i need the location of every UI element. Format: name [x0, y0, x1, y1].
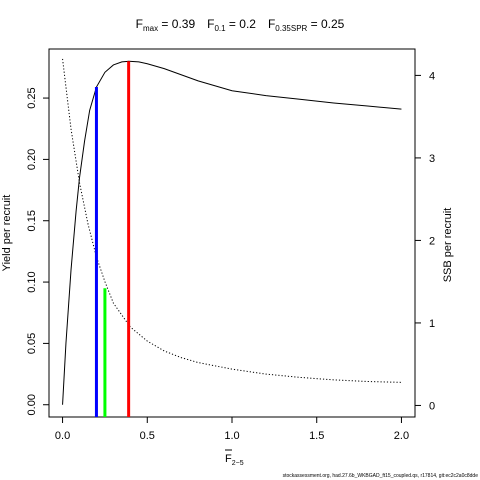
fspr-value: = 0.25 — [307, 17, 344, 31]
f01-value: = 0.2 — [226, 17, 257, 31]
y-right-tick-label-3: 3 — [429, 153, 435, 165]
y-left-tick-label-3: 0.15 — [26, 210, 38, 231]
y-right-tick-label-0: 0 — [429, 400, 435, 412]
f01-sub: 0.1 — [214, 24, 226, 33]
y-left-tick-label-4: 0.20 — [26, 149, 38, 170]
yield-per-recruit-line — [62, 60, 402, 405]
chart-marks: 0.0 0.5 1.0 1.5 2.0 0.00 0.05 0.10 0.15 0.20 0.25 0… — [26, 58, 435, 442]
fspr-sub: 0.35SPR — [275, 24, 307, 33]
y-axis-left-label: Yield per recruit — [1, 195, 13, 272]
x-axis-label-text: F2−5 — [225, 453, 244, 467]
ssb-per-recruit-line — [62, 58, 402, 383]
x-tick-label-3: 1.5 — [309, 430, 324, 442]
y-right-tick-label-2: 2 — [429, 235, 435, 247]
x-axis-label-main: F — [225, 453, 232, 465]
y-right-tick-label-4: 4 — [429, 70, 435, 82]
x-axis-label-sub: 2−5 — [232, 460, 244, 467]
fmax-label: F — [136, 17, 143, 31]
x-tick-label-1: 0.5 — [140, 430, 155, 442]
fspr-label: F — [268, 17, 275, 31]
fmax-value: = 0.39 — [158, 17, 195, 31]
y-right-tick-label-1: 1 — [429, 318, 435, 330]
x-tick-label-2: 1.0 — [224, 430, 239, 442]
footer-text: stockassessment.org, had.27.6b_WKBGAD_ft… — [283, 473, 479, 479]
fmax-sub: max — [143, 24, 158, 33]
y-left-tick-label-2: 0.10 — [26, 271, 38, 292]
x-tick-label-4: 2.0 — [394, 430, 409, 442]
y-left-tick-label-1: 0.05 — [26, 333, 38, 354]
x-tick-label-0: 0.0 — [55, 430, 70, 442]
f01-label: F — [207, 17, 214, 31]
y-axis-right-label: SSB per recruit — [442, 208, 454, 283]
y-left-tick-label-0: 0.00 — [26, 394, 38, 415]
x-axis-label: F2−5 — [225, 449, 244, 467]
y-left-tick-label-5: 0.25 — [26, 87, 38, 108]
chart-title: Fmax = 0.39 F0.1 = 0.2 F0.35SPR = 0.25 — [136, 17, 345, 33]
